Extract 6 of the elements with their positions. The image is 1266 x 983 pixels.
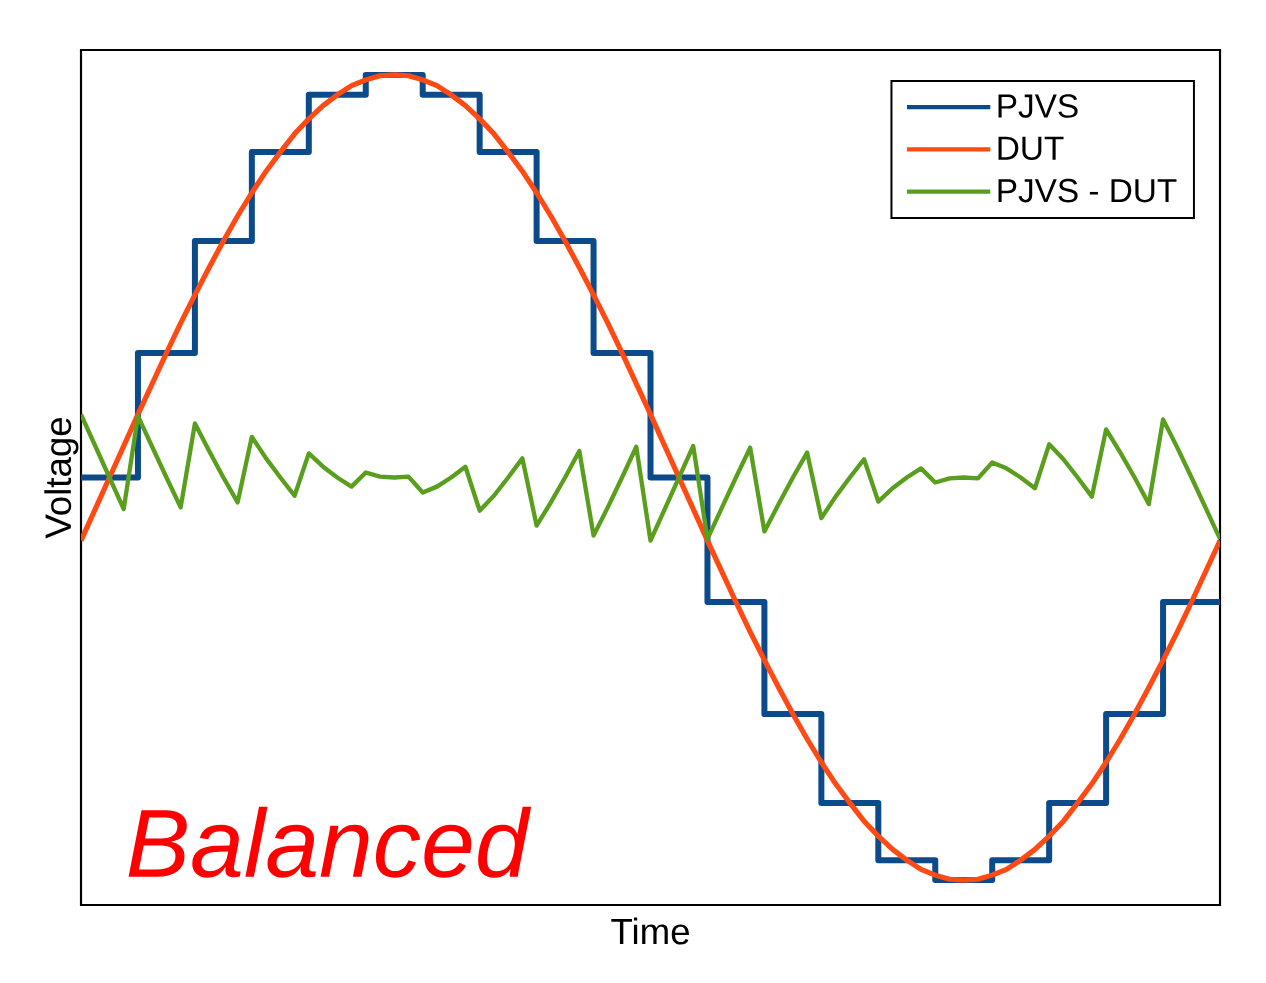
legend-label: PJVS - DUT	[998, 178, 1177, 203]
legend-label: PJVS	[998, 94, 1078, 118]
x-axis-title: Time	[611, 917, 689, 945]
y-axis-title: Voltage	[44, 417, 79, 539]
legend-label: DUT	[998, 136, 1064, 160]
annotation: Balanced	[128, 806, 532, 878]
